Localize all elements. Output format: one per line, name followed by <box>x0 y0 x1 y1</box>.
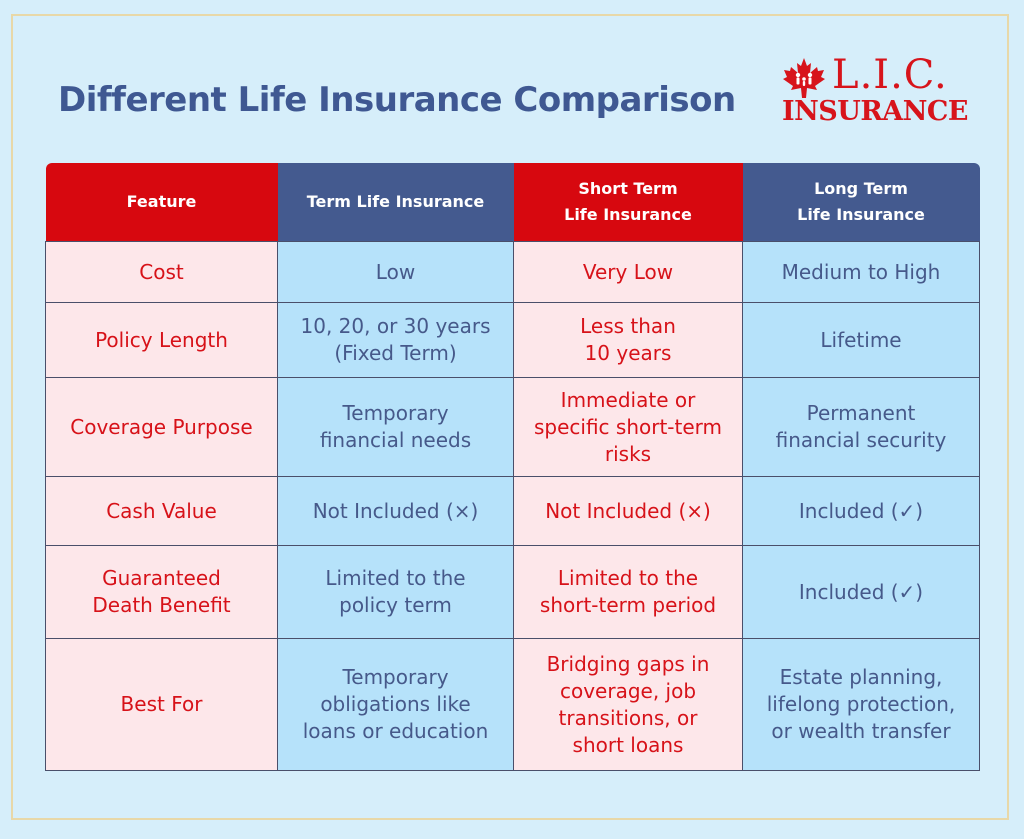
table-row: Best For Temporary obligations like loan… <box>45 638 980 771</box>
logo-lic-text: L.I.C. <box>832 52 948 98</box>
header-long-term-life: Long Term Life Insurance <box>742 163 980 242</box>
table-cell: Immediate or specific short-term risks <box>513 377 743 477</box>
row-label: Best For <box>45 638 278 771</box>
row-label: Cost <box>45 241 278 303</box>
table-cell: Not Included (×) <box>277 476 514 546</box>
table-cell: Medium to High <box>742 241 980 303</box>
row-label: Guaranteed Death Benefit <box>45 545 278 639</box>
table-cell: Included (✓) <box>742 545 980 639</box>
table-cell: Very Low <box>513 241 743 303</box>
logo-insurance-text: INSURANCE <box>782 96 969 127</box>
maple-leaf-icon <box>783 58 825 98</box>
table-cell: Lifetime <box>742 302 980 378</box>
header-term-life: Term Life Insurance <box>277 163 514 242</box>
table-cell: Less than 10 years <box>513 302 743 378</box>
row-label: Cash Value <box>45 476 278 546</box>
table-cell: Limited to the short-term period <box>513 545 743 639</box>
comparison-table: Feature Term Life Insurance Short Term L… <box>45 163 980 771</box>
table-header-row: Feature Term Life Insurance Short Term L… <box>45 163 980 242</box>
header-feature: Feature <box>45 163 278 242</box>
table-cell: Included (✓) <box>742 476 980 546</box>
table-cell: Not Included (×) <box>513 476 743 546</box>
table-cell: Temporary financial needs <box>277 377 514 477</box>
page-title: Different Life Insurance Comparison <box>58 80 736 120</box>
page-frame <box>11 14 1009 820</box>
table-row: Coverage Purpose Temporary financial nee… <box>45 377 980 477</box>
table-cell: Temporary obligations like loans or educ… <box>277 638 514 771</box>
table-row: Guaranteed Death Benefit Limited to the … <box>45 545 980 639</box>
table-row: Cash Value Not Included (×) Not Included… <box>45 476 980 546</box>
table-cell: Limited to the policy term <box>277 545 514 639</box>
table-cell: 10, 20, or 30 years (Fixed Term) <box>277 302 514 378</box>
row-label: Coverage Purpose <box>45 377 278 477</box>
lic-insurance-logo: L.I.C. INSURANCE <box>780 52 969 132</box>
table-cell: Low <box>277 241 514 303</box>
table-cell: Bridging gaps in coverage, job transitio… <box>513 638 743 771</box>
table-cell: Permanent financial security <box>742 377 980 477</box>
table-cell: Estate planning, lifelong protection, or… <box>742 638 980 771</box>
row-label: Policy Length <box>45 302 278 378</box>
table-row: Cost Low Very Low Medium to High <box>45 241 980 303</box>
table-row: Policy Length 10, 20, or 30 years (Fixed… <box>45 302 980 378</box>
header-short-term-life: Short Term Life Insurance <box>513 163 743 242</box>
